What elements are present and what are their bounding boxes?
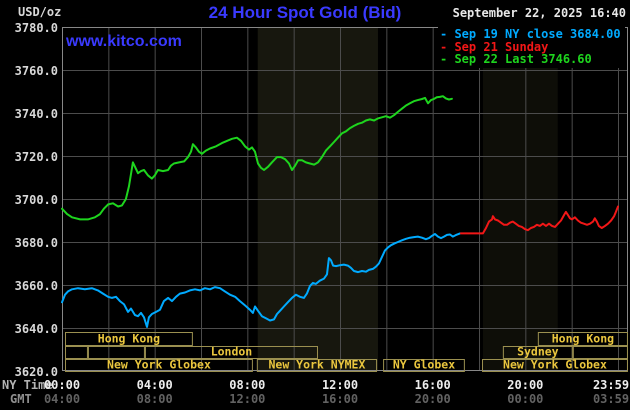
chart-datetime: September 22, 2025 16:40 bbox=[452, 6, 626, 20]
session-box-ny-globex bbox=[383, 359, 465, 372]
gmt-tick-12:00: 12:00 bbox=[229, 392, 266, 406]
gmt-tick-16:00: 16:00 bbox=[321, 392, 359, 406]
gmt-tick-04:00: 04:00 bbox=[43, 392, 81, 406]
session-box-new-york-globex bbox=[482, 359, 628, 372]
ny-tick-16:00: 16:00 bbox=[414, 378, 451, 392]
y-tick-3720.0: 3720.0 bbox=[14, 150, 58, 164]
y-tick-3620.0: 3620.0 bbox=[14, 365, 58, 379]
session-label: London bbox=[211, 345, 253, 359]
gridlines bbox=[62, 27, 628, 371]
y-axis-unit-label: USD/oz bbox=[18, 5, 62, 19]
gmt-tick-00:00: 00:00 bbox=[507, 392, 544, 406]
kitco-watermark-link[interactable]: www.kitco.com bbox=[66, 33, 182, 50]
ny-tick-04:00: 04:00 bbox=[136, 378, 173, 392]
session-box-hong-kong bbox=[537, 332, 628, 346]
legend-item-sep-21: - Sep 21 Sunday bbox=[440, 39, 549, 54]
session-label: NY Globex bbox=[393, 358, 455, 372]
y-tick-3660.0: 3660.0 bbox=[14, 279, 58, 293]
session-row-1: London Sydney bbox=[65, 345, 628, 359]
session-label: New York Globex bbox=[107, 358, 211, 372]
session-box-unlabeled bbox=[87, 346, 145, 359]
ny-tick-08:00: 08:00 bbox=[229, 378, 266, 392]
session-label: Hong Kong bbox=[98, 332, 160, 346]
session-row-0: Hong Kong Hong Kong bbox=[65, 332, 628, 346]
gmt-tick-20:00: 20:00 bbox=[414, 392, 451, 406]
legend-item-sep-19: - Sep 19 NY close 3684.00 bbox=[440, 27, 621, 41]
series-line-sep-19 bbox=[61, 232, 461, 328]
session-box-new-york-globex bbox=[65, 359, 253, 372]
page-title: 24 Hour Spot Gold (Bid) bbox=[208, 3, 402, 22]
gmt-axis-label: GMT bbox=[10, 392, 32, 406]
y-tick-3740.0: 3740.0 bbox=[14, 107, 58, 121]
session-box-sydney bbox=[502, 346, 573, 359]
session-row-2: New York Globex New York NYMEX NY Globex Ne… bbox=[65, 358, 628, 372]
ny-tick-23:59: 23:59 bbox=[592, 378, 630, 392]
ny-tick-20:00: 20:00 bbox=[507, 378, 544, 392]
session-label: Sydney bbox=[517, 345, 559, 359]
series-line-sep-22 bbox=[61, 95, 453, 221]
chart-legend: - Sep 19 NY close 3684.00- Sep 21 Sunday… bbox=[438, 27, 625, 68]
session-label: New York Globex bbox=[503, 358, 607, 372]
gmt-tick-03:59: 03:59 bbox=[592, 392, 630, 406]
session-label: New York NYMEX bbox=[268, 358, 365, 372]
ny-tick-12:00: 12:00 bbox=[321, 378, 359, 392]
plot-border bbox=[62, 27, 628, 371]
session-box-new-york-nymex bbox=[256, 359, 378, 372]
session-label: Hong Kong bbox=[552, 332, 614, 346]
y-tick-3640.0: 3640.0 bbox=[14, 322, 58, 336]
gmt-tick-08:00: 08:00 bbox=[136, 392, 173, 406]
y-tick-3680.0: 3680.0 bbox=[14, 236, 58, 250]
session-box-unlabeled bbox=[65, 346, 88, 359]
y-tick-3760.0: 3760.0 bbox=[14, 64, 58, 78]
session-box-unlabeled bbox=[572, 346, 628, 359]
ny-time-axis-label: NY Time bbox=[2, 378, 53, 392]
ny-tick-00:00: 00:00 bbox=[43, 378, 81, 392]
series-line-sep-21 bbox=[459, 205, 619, 235]
legend-item-sep-22: - Sep 22 Last 3746.60 bbox=[440, 52, 592, 66]
y-tick-3780.0: 3780.0 bbox=[14, 21, 58, 35]
y-tick-3700.0: 3700.0 bbox=[14, 193, 58, 207]
session-box-hong-kong bbox=[65, 332, 193, 346]
session-box-london bbox=[144, 346, 318, 359]
